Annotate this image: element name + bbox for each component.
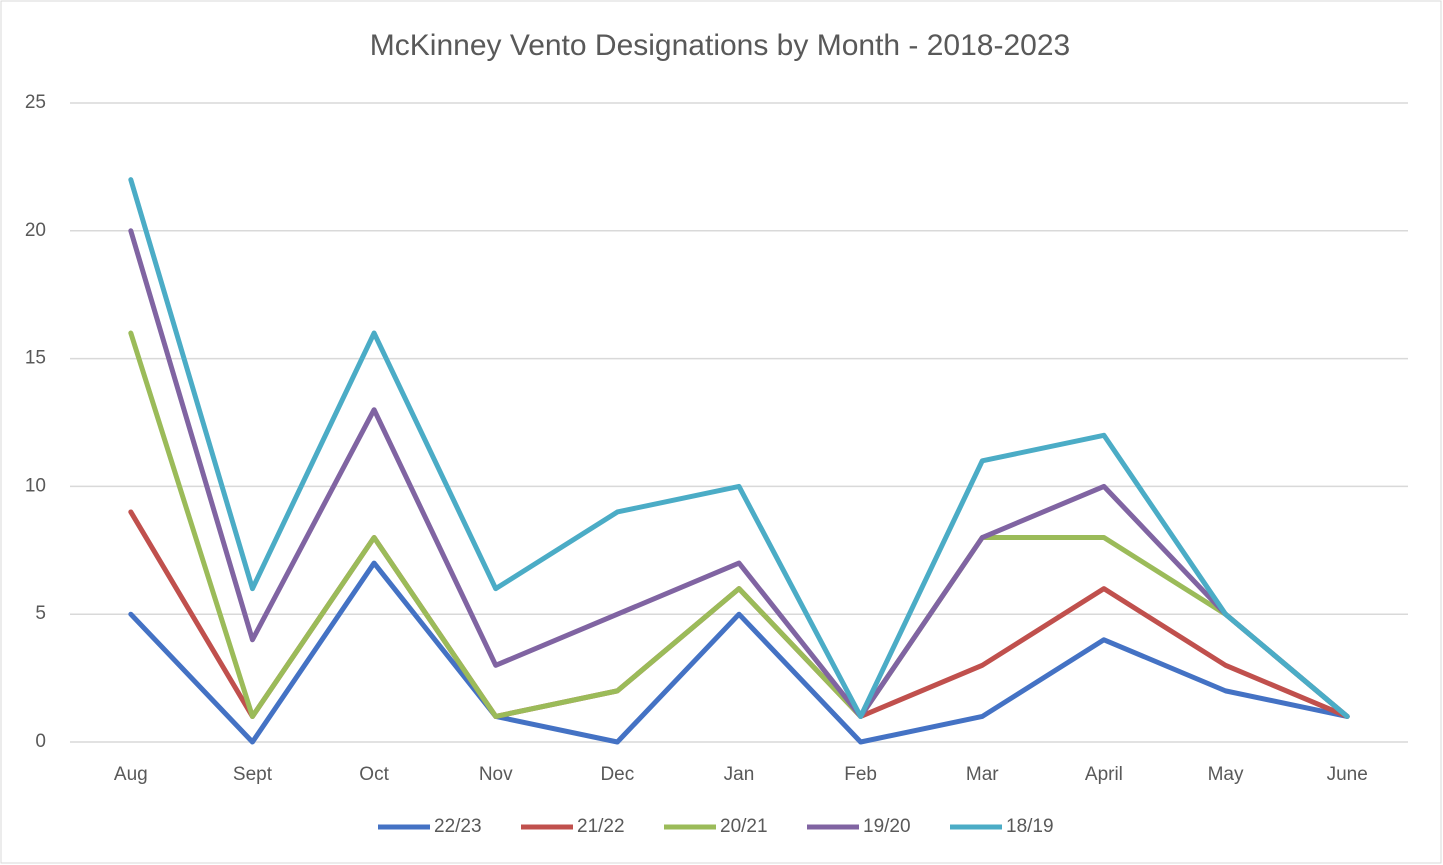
legend-label: 18/19 [1006, 816, 1054, 837]
x-tick-label: Sept [233, 764, 273, 785]
y-tick-label: 25 [25, 92, 46, 113]
y-tick-label: 15 [25, 348, 46, 369]
x-tick-label: Aug [114, 764, 148, 785]
series-line [128, 177, 1350, 719]
legend-label: 22/23 [434, 816, 482, 837]
legend-label: 19/20 [863, 816, 911, 837]
legend-label: 20/21 [720, 816, 768, 837]
y-tick-label: 10 [25, 475, 46, 496]
x-tick-label: May [1208, 764, 1244, 785]
x-tick-label: Dec [600, 764, 634, 785]
legend-label: 21/22 [577, 816, 625, 837]
x-tick-label: April [1085, 764, 1123, 785]
series-line [128, 330, 1350, 719]
y-tick-label: 20 [25, 220, 46, 241]
series-line [128, 228, 1350, 719]
x-tick-label: Feb [844, 764, 877, 785]
chart-title: McKinney Vento Designations by Month - 2… [370, 29, 1070, 62]
x-tick-label: Jan [724, 764, 755, 785]
x-tick-label: Mar [966, 764, 999, 785]
x-tick-label: June [1327, 764, 1368, 785]
y-tick-label: 5 [35, 603, 46, 624]
x-tick-label: Nov [479, 764, 513, 785]
y-tick-label: 0 [35, 731, 46, 752]
series-line [128, 560, 1350, 745]
x-tick-label: Oct [359, 764, 389, 785]
